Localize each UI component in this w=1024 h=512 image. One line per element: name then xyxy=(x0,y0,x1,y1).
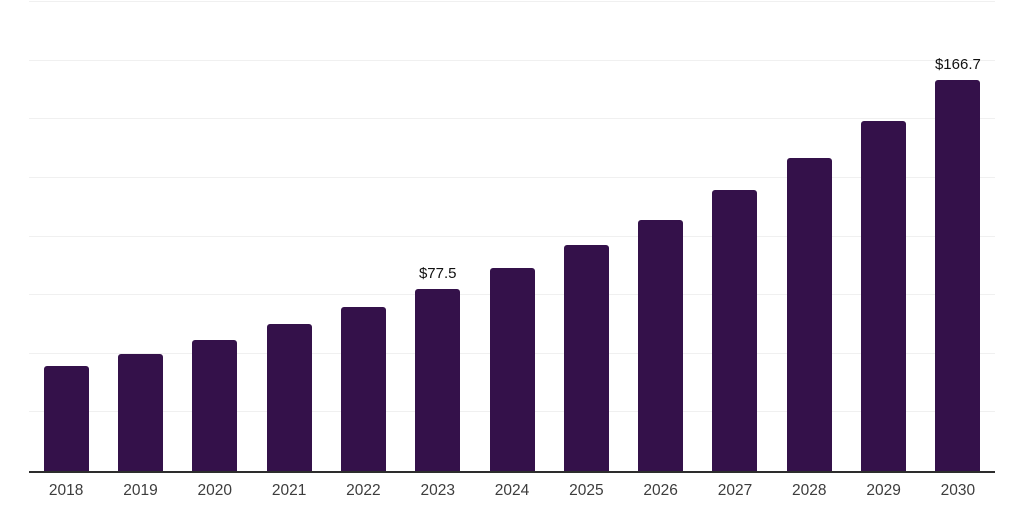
bar[interactable] xyxy=(117,354,163,471)
x-tick-label: 2028 xyxy=(792,482,827,499)
bar[interactable] xyxy=(43,365,89,471)
bar[interactable] xyxy=(489,267,535,471)
bar[interactable] xyxy=(935,80,981,471)
bar-value-label: $77.5 xyxy=(418,265,457,283)
x-tick-label: 2024 xyxy=(494,482,530,499)
bar[interactable] xyxy=(563,244,609,471)
bar-group xyxy=(326,2,400,471)
gridline xyxy=(29,1,995,2)
x-tick-label: 2023 xyxy=(420,482,455,499)
bar-group: $166.7 xyxy=(921,2,995,471)
gridline xyxy=(29,118,995,120)
bar-group: $77.5 xyxy=(401,2,475,471)
bar-group xyxy=(846,2,920,471)
bar[interactable] xyxy=(638,220,684,471)
bar-group xyxy=(772,2,846,471)
bar-group xyxy=(252,2,326,471)
x-tick-label: 2030 xyxy=(940,482,976,499)
bar[interactable] xyxy=(415,289,461,471)
bar[interactable] xyxy=(712,190,758,471)
bar-group xyxy=(475,2,549,471)
bar[interactable] xyxy=(340,307,386,471)
bar-group xyxy=(103,2,177,471)
x-tick-label: 2026 xyxy=(643,482,678,499)
bar-group xyxy=(178,2,252,471)
bar-group xyxy=(29,2,103,471)
x-tick-label: 2022 xyxy=(346,482,381,499)
x-tick-label: 2021 xyxy=(271,482,307,499)
gridline xyxy=(29,235,995,237)
x-tick-label: 2020 xyxy=(197,482,233,499)
plot-area: $77.5 $166.7 xyxy=(29,1,995,473)
bar-group xyxy=(698,2,772,471)
bar-group xyxy=(624,2,698,471)
bar-series: $77.5 $166.7 xyxy=(29,2,995,471)
x-axis-labels: 2018 2019 2020 2021 2022 2023 2024 2025 2026 2027… xyxy=(29,481,995,501)
gridline xyxy=(29,59,995,61)
x-tick-label: 2025 xyxy=(569,482,604,499)
bar[interactable] xyxy=(266,323,312,471)
bar[interactable] xyxy=(861,121,907,471)
x-tick-label: 2027 xyxy=(717,482,753,499)
bar-group xyxy=(549,2,623,471)
bar-value-label: $166.7 xyxy=(934,56,981,74)
x-tick-label: 2029 xyxy=(866,482,901,499)
bar[interactable] xyxy=(192,339,238,471)
gridline xyxy=(29,176,995,178)
x-tick-label: 2019 xyxy=(123,482,158,499)
x-tick-label: 2018 xyxy=(48,482,84,499)
bar[interactable] xyxy=(786,158,832,471)
